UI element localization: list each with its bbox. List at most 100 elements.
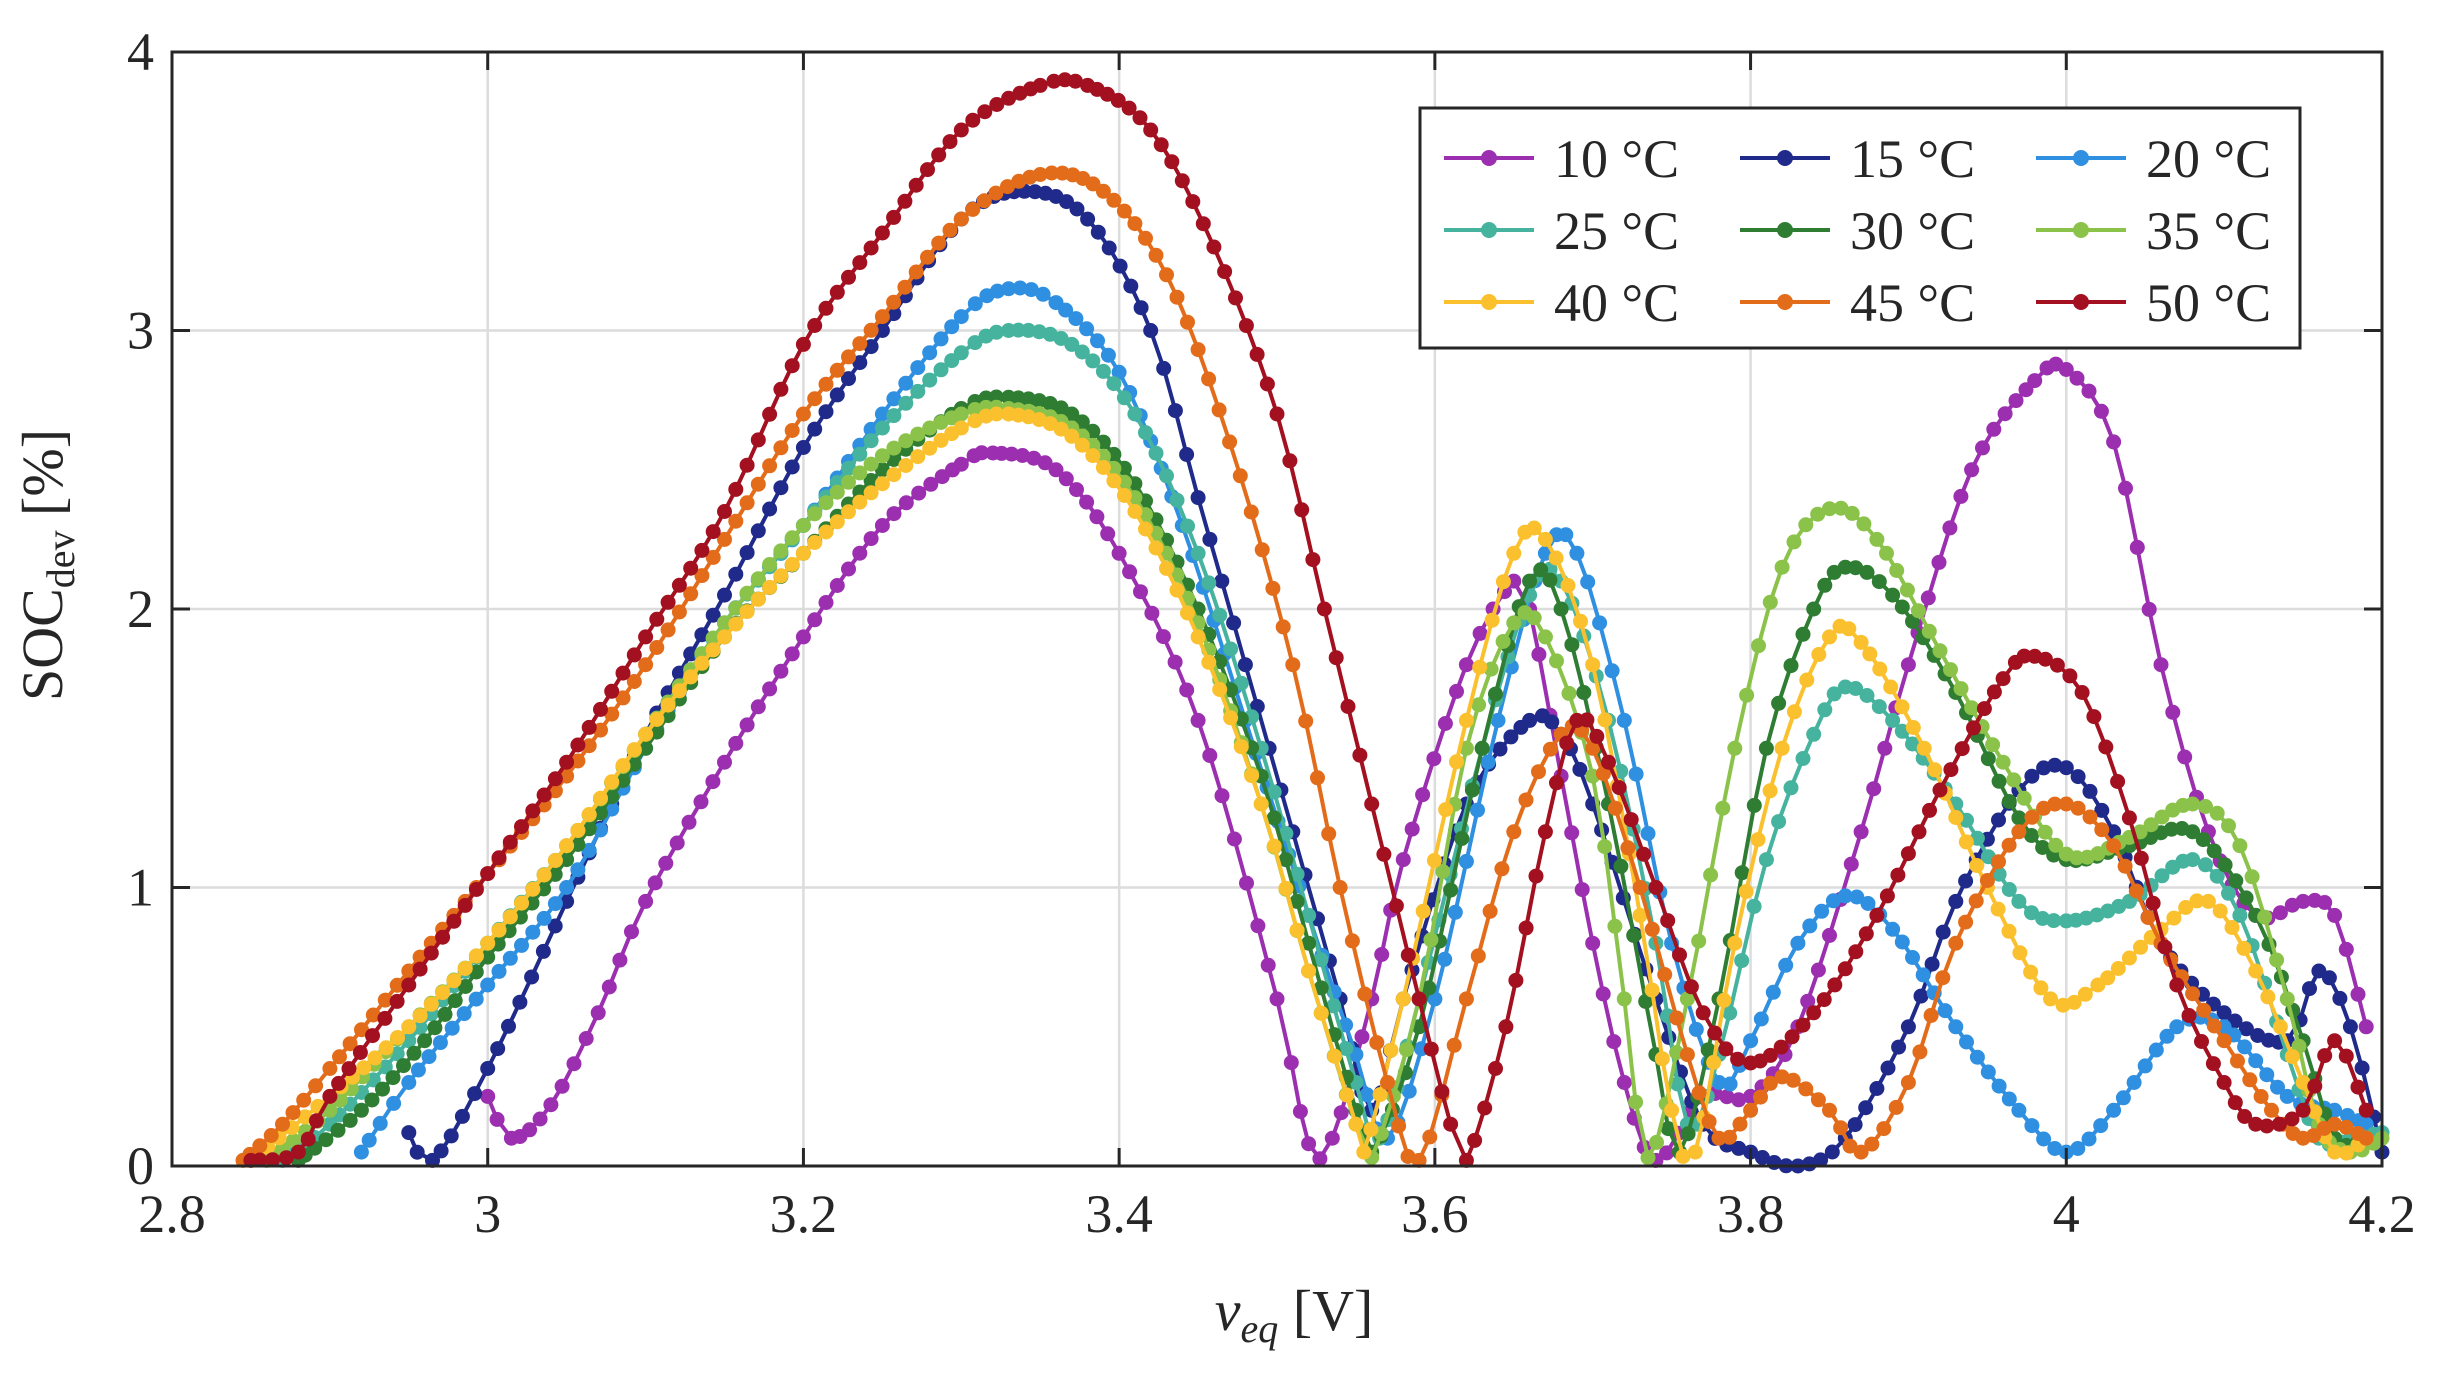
data-point — [2224, 920, 2240, 935]
data-point — [2094, 822, 2110, 838]
data-point — [1948, 935, 1964, 951]
data-point — [2177, 749, 2193, 765]
data-point — [1816, 992, 1832, 1008]
data-point — [1533, 562, 1549, 578]
data-point — [1531, 764, 1546, 780]
data-point — [1900, 1075, 1916, 1090]
x-axis-label: veq [V] — [1215, 1278, 1374, 1351]
data-point — [367, 1050, 383, 1066]
data-point — [1548, 550, 1564, 566]
data-point — [1931, 554, 1947, 570]
data-point — [638, 893, 654, 909]
data-point — [435, 985, 451, 1001]
data-point — [841, 349, 856, 365]
data-point — [1471, 697, 1487, 713]
data-point — [1559, 735, 1575, 751]
data-point — [2206, 843, 2222, 859]
data-point — [2295, 1075, 2311, 1090]
data-point — [1480, 754, 1496, 770]
legend-box — [1418, 106, 2302, 350]
data-point — [1435, 864, 1451, 879]
data-point — [1810, 1092, 1826, 1108]
data-point — [773, 480, 789, 496]
data-point — [694, 568, 710, 584]
data-point — [922, 345, 938, 361]
data-point — [1991, 854, 2006, 870]
data-point — [728, 616, 744, 632]
data-point — [2279, 991, 2295, 1007]
data-point — [377, 1010, 393, 1026]
data-point — [543, 1097, 559, 1113]
legend-swatch-marker — [2073, 222, 2089, 238]
data-point — [409, 1144, 425, 1160]
data-point — [1753, 1011, 1769, 1027]
data-point — [624, 924, 639, 940]
data-point — [1190, 629, 1206, 645]
data-point — [593, 790, 608, 806]
data-point — [705, 549, 721, 565]
series-50-Cc — [243, 72, 2374, 1168]
data-point — [491, 922, 507, 938]
data-point — [1254, 542, 1270, 558]
data-point — [1640, 1150, 1656, 1166]
data-point — [1784, 1029, 1800, 1045]
data-point — [988, 324, 1004, 340]
data-point — [447, 993, 463, 1009]
data-point — [1301, 935, 1317, 951]
data-point — [2036, 1131, 2052, 1147]
data-point — [1572, 761, 1588, 777]
data-point — [638, 629, 654, 645]
data-point — [2058, 760, 2074, 776]
data-point — [2307, 1104, 2323, 1120]
data-point — [649, 611, 665, 627]
data-point — [863, 433, 879, 449]
data-point — [705, 524, 721, 540]
data-point — [581, 738, 597, 754]
data-point — [1112, 258, 1128, 274]
data-point — [1427, 991, 1443, 1007]
data-point — [681, 814, 697, 830]
data-point — [389, 1046, 405, 1062]
data-point — [1202, 531, 1218, 547]
data-point — [1001, 90, 1017, 106]
data-point — [2338, 1048, 2354, 1064]
data-point — [1734, 865, 1750, 881]
data-point — [897, 279, 913, 295]
data-point — [1913, 988, 1929, 1004]
data-point — [1095, 460, 1111, 475]
data-point — [1885, 921, 1901, 937]
data-point — [1508, 972, 1524, 988]
data-point — [559, 893, 575, 909]
data-point — [2129, 539, 2145, 555]
data-point — [2354, 1060, 2370, 1076]
data-point — [2217, 857, 2233, 873]
data-point — [615, 665, 631, 681]
data-point — [1595, 986, 1611, 1002]
data-point — [1750, 832, 1766, 848]
data-point — [1876, 1121, 1892, 1137]
data-point — [1730, 1051, 1746, 1067]
y-tick-label: 3 — [127, 301, 154, 361]
data-point — [2098, 739, 2114, 755]
data-point — [456, 1006, 472, 1022]
data-point — [1437, 951, 1453, 967]
data-point — [1910, 603, 1926, 619]
data-point — [1526, 610, 1542, 626]
data-point — [2169, 1019, 2185, 1035]
data-point — [454, 1108, 470, 1124]
data-point — [2236, 940, 2252, 956]
data-point — [1969, 858, 1985, 873]
data-point — [525, 803, 541, 819]
data-point — [1110, 92, 1126, 108]
data-point — [694, 542, 710, 558]
data-point — [2137, 1058, 2153, 1074]
data-point — [1670, 1076, 1685, 1092]
data-point — [1482, 903, 1498, 919]
data-point — [1106, 192, 1122, 208]
data-point — [2121, 950, 2137, 966]
data-point — [953, 211, 969, 227]
data-point — [1848, 944, 1864, 960]
legend-item: 15 °C — [1740, 129, 1975, 189]
data-point — [446, 973, 462, 989]
data-point — [750, 432, 766, 448]
